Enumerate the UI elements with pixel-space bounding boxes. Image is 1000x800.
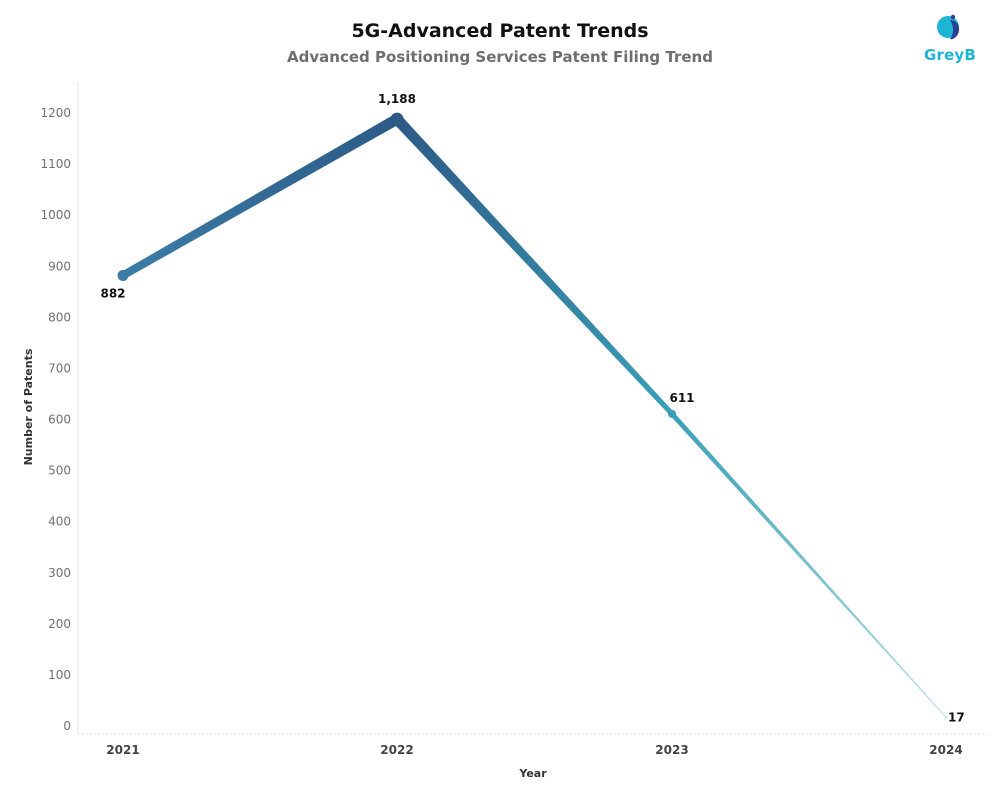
logo-text: GreyB <box>923 46 977 64</box>
greyb-logo-icon <box>937 14 960 40</box>
x-tick-label: 2021 <box>106 743 139 757</box>
y-tick-label: 1100 <box>40 157 71 171</box>
chart-title: 5G-Advanced Patent Trends <box>351 20 649 42</box>
x-tick-label: 2022 <box>380 743 413 757</box>
x-tick-label: 2024 <box>929 743 962 757</box>
y-axis-title: Number of Patents <box>22 348 35 465</box>
data-point <box>668 409 676 418</box>
y-tick-label: 100 <box>48 668 71 682</box>
x-tick-label: 2023 <box>655 743 688 757</box>
data-label: 17 <box>948 710 965 724</box>
greyb-logo: GreyB <box>920 12 980 68</box>
y-tick-label: 1200 <box>40 106 71 120</box>
data-label: 1,188 <box>378 92 416 106</box>
y-tick-label: 400 <box>48 515 71 529</box>
data-label: 611 <box>669 391 694 405</box>
y-tick-label: 900 <box>48 259 71 273</box>
data-point <box>117 269 129 281</box>
data-point <box>390 112 404 126</box>
y-tick-label: 500 <box>48 464 71 478</box>
series-line-segment <box>121 114 400 279</box>
chart-subtitle: Advanced Positioning Services Patent Fil… <box>287 48 713 66</box>
data-label: 882 <box>100 286 125 300</box>
y-tick-label: 800 <box>48 310 71 324</box>
x-axis-title: Year <box>518 767 547 780</box>
y-tick-label: 200 <box>48 617 71 631</box>
y-tick-label: 600 <box>48 413 71 427</box>
y-tick-label: 1000 <box>40 208 71 222</box>
series-line-segment <box>392 115 674 416</box>
y-tick-label: 0 <box>63 719 71 733</box>
series-line-segment <box>670 412 947 718</box>
data-point <box>944 715 948 719</box>
y-tick-label: 700 <box>48 361 71 375</box>
y-tick-label: 300 <box>48 566 71 580</box>
